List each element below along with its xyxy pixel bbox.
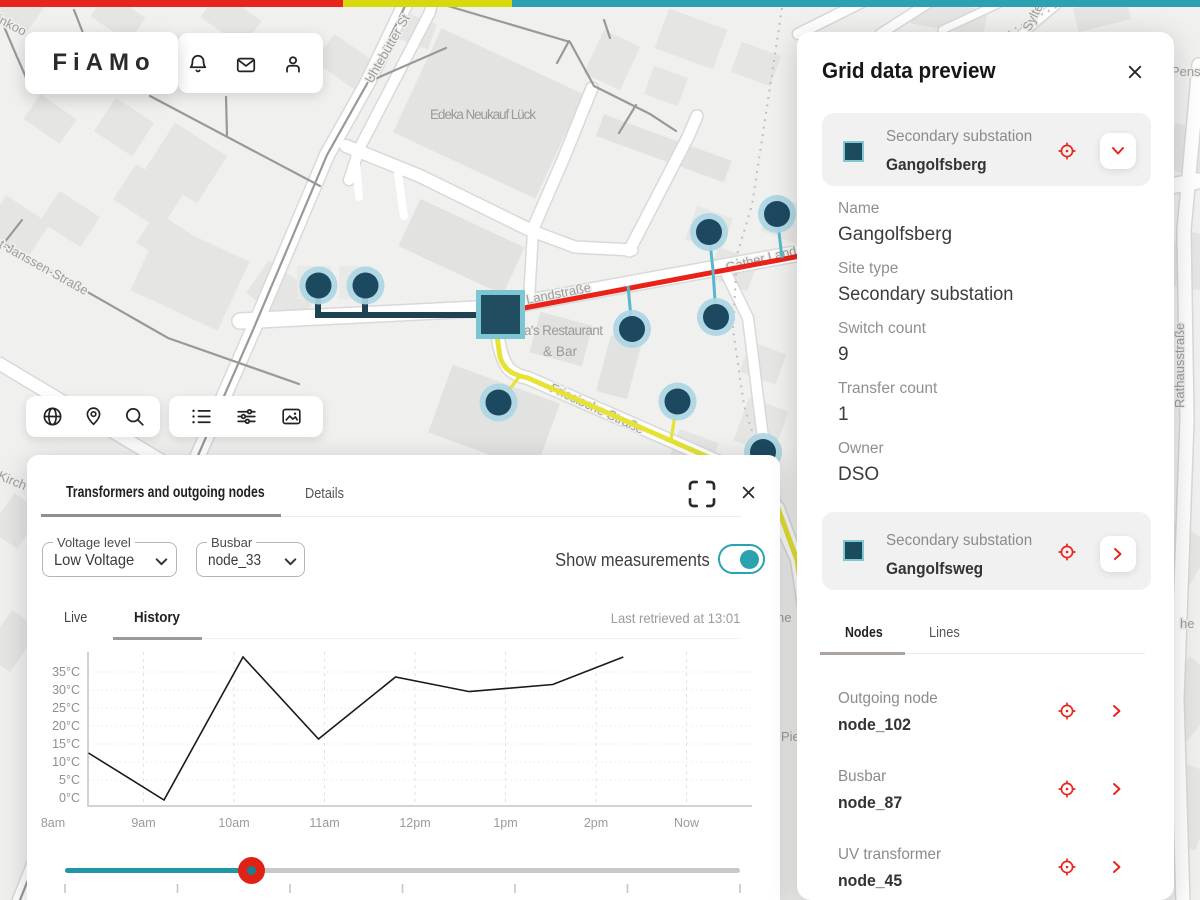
svg-text:Rathausstraße: Rathausstraße	[1172, 323, 1187, 408]
svg-text:11am: 11am	[309, 816, 339, 830]
svg-text:15°C: 15°C	[52, 737, 80, 751]
svg-text:& Bar: & Bar	[543, 344, 578, 359]
svg-text:10am: 10am	[218, 816, 249, 830]
svg-text:35°C: 35°C	[52, 665, 80, 679]
svg-text:12pm: 12pm	[399, 816, 430, 830]
svg-text:20°C: 20°C	[52, 719, 80, 733]
svg-text:pa's Restaurant: pa's Restaurant	[517, 323, 603, 338]
svg-text:25°C: 25°C	[52, 701, 80, 715]
svg-text:he: he	[1180, 616, 1194, 631]
svg-text:5°C: 5°C	[59, 773, 80, 787]
svg-text:Now: Now	[674, 816, 700, 830]
svg-text:2pm: 2pm	[584, 816, 608, 830]
svg-text:10°C: 10°C	[52, 755, 80, 769]
svg-text:Pensi: Pensi	[1171, 64, 1200, 79]
svg-text:1pm: 1pm	[493, 816, 517, 830]
svg-text:Pie: Pie	[781, 729, 800, 744]
svg-text:30°C: 30°C	[52, 683, 80, 697]
svg-text:8am: 8am	[41, 816, 65, 830]
svg-text:0°C: 0°C	[59, 791, 80, 805]
svg-text:9am: 9am	[131, 816, 155, 830]
svg-text:Edeka Neukauf Lück: Edeka Neukauf Lück	[430, 107, 536, 122]
